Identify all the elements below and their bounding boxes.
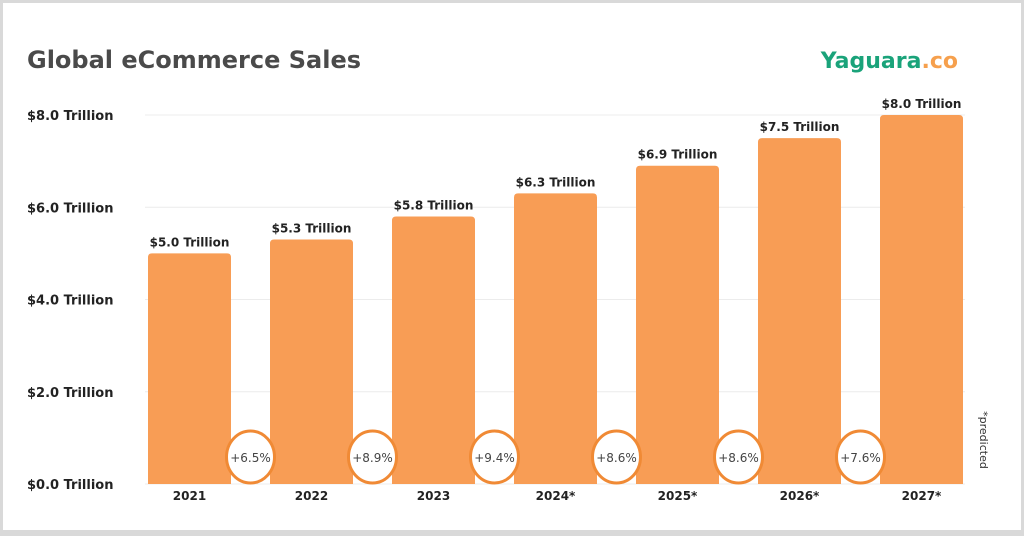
bar [758, 138, 841, 484]
growth-circle [347, 429, 398, 485]
bar [880, 115, 963, 484]
growth-circle [591, 429, 642, 485]
brand-logo: Yaguara.co [820, 49, 958, 74]
x-tick-label: 2021 [173, 489, 206, 503]
bar [514, 193, 597, 484]
growth-circle [713, 429, 764, 485]
data-label: $5.0 Trillion [150, 235, 230, 249]
x-tick-label: 2025* [658, 489, 698, 503]
growth-label: +9.4% [474, 451, 515, 465]
bar [392, 216, 475, 484]
x-tick-label: 2022 [295, 489, 328, 503]
brand-suffix: .co [921, 49, 958, 74]
data-label: $5.8 Trillion [394, 198, 474, 212]
x-tick-label: 2024* [536, 489, 576, 503]
growth-label: +7.6% [840, 451, 881, 465]
y-tick-label: $6.0 Trillion [27, 201, 113, 216]
growth-label: +8.6% [596, 451, 637, 465]
chart-title: Global eCommerce Sales [27, 46, 361, 74]
footnote: *predicted [977, 411, 990, 469]
x-tick-label: 2026* [780, 489, 820, 503]
growth-label: +8.6% [718, 451, 759, 465]
growth-circle [469, 429, 520, 485]
growth-label: +6.5% [230, 451, 271, 465]
y-tick-label: $0.0 Trillion [27, 478, 113, 493]
data-label: $5.3 Trillion [272, 222, 352, 236]
growth-circle [835, 429, 886, 485]
data-label: $6.3 Trillion [516, 175, 596, 189]
y-tick-label: $4.0 Trillion [27, 294, 113, 309]
y-tick-label: $8.0 Trillion [27, 109, 113, 124]
data-label: $8.0 Trillion [882, 97, 962, 111]
data-label: $6.9 Trillion [638, 148, 718, 162]
growth-circle [225, 429, 276, 485]
data-label: $7.5 Trillion [760, 120, 840, 134]
bar [270, 239, 353, 484]
x-tick-label: 2023 [417, 489, 450, 503]
bar [148, 253, 231, 484]
bar [636, 165, 719, 485]
y-tick-label: $2.0 Trillion [27, 386, 113, 401]
brand-main: Yaguara [820, 49, 922, 74]
growth-label: +8.9% [352, 451, 393, 465]
x-tick-label: 2027* [902, 489, 942, 503]
